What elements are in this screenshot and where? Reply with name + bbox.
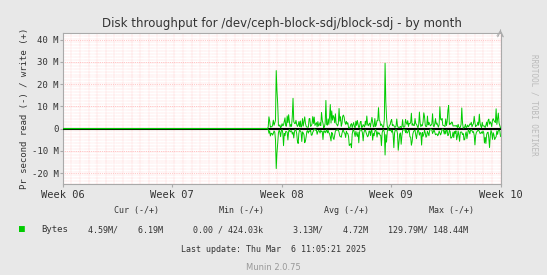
Text: ■: ■ bbox=[19, 224, 25, 234]
Text: Munin 2.0.75: Munin 2.0.75 bbox=[246, 263, 301, 271]
Text: Cur (-/+)            Min (-/+)            Avg (-/+)            Max (-/+): Cur (-/+) Min (-/+) Avg (-/+) Max (-/+) bbox=[73, 206, 474, 215]
Text: Bytes: Bytes bbox=[41, 226, 68, 234]
Y-axis label: Pr second read (-) / write (+): Pr second read (-) / write (+) bbox=[20, 28, 29, 189]
Text: Last update: Thu Mar  6 11:05:21 2025: Last update: Thu Mar 6 11:05:21 2025 bbox=[181, 245, 366, 254]
Text: 4.59M/    6.19M      0.00 / 424.03k      3.13M/    4.72M    129.79M/ 148.44M: 4.59M/ 6.19M 0.00 / 424.03k 3.13M/ 4.72M… bbox=[79, 226, 468, 234]
Text: RRDTOOL / TOBI OETIKER: RRDTOOL / TOBI OETIKER bbox=[530, 54, 539, 155]
Title: Disk throughput for /dev/ceph-block-sdj/block-sdj - by month: Disk throughput for /dev/ceph-block-sdj/… bbox=[102, 17, 462, 31]
